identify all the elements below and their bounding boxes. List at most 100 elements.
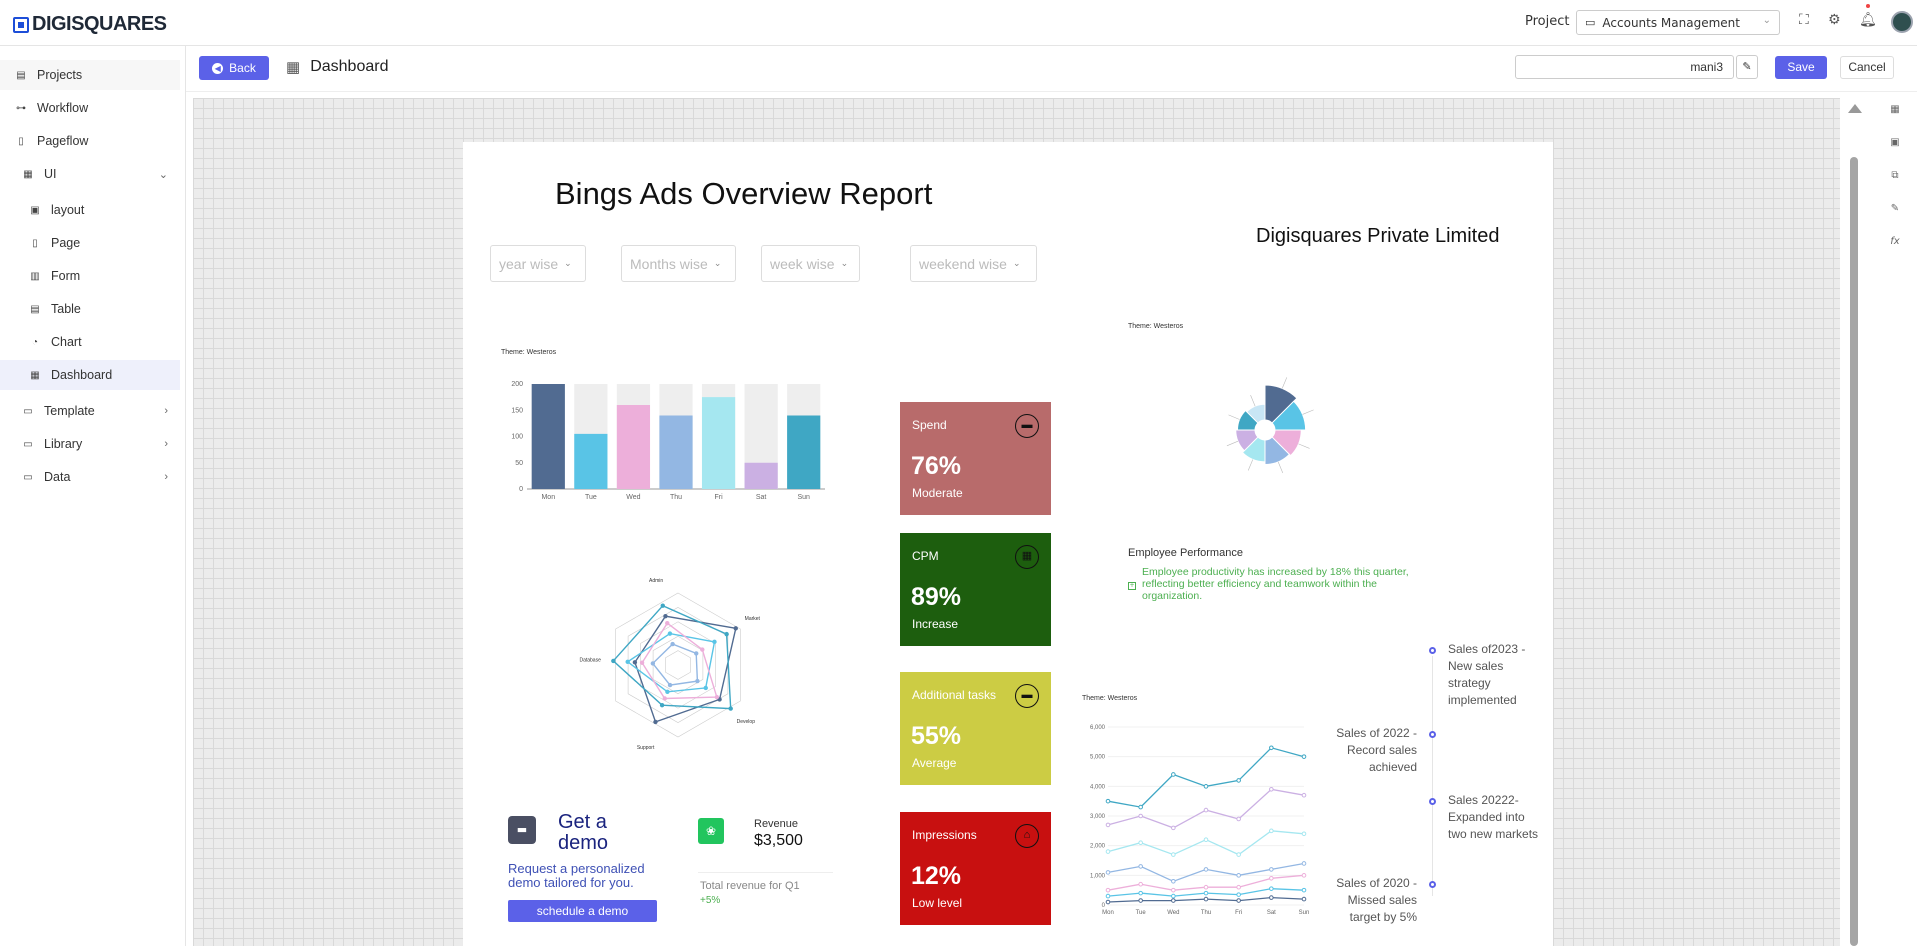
timeline-dot: [1429, 731, 1436, 738]
sidebar-item-page[interactable]: ▯ Page: [0, 228, 180, 258]
y-tick-label: 4,000: [1090, 784, 1106, 790]
avatar[interactable]: [1891, 11, 1913, 33]
timeline-item: Sales of2023 - New sales strategy implem…: [1448, 642, 1526, 707]
sidebar-item-pageflow[interactable]: ▯ Pageflow: [0, 126, 180, 156]
revenue-label: Revenue: [754, 818, 799, 830]
bar: [574, 433, 608, 489]
timeline-dot: [1429, 881, 1436, 888]
x-tick-label: Sat: [1267, 910, 1276, 916]
line-point: [1171, 852, 1176, 857]
sidebar-item-dashboard[interactable]: ▦ Dashboard: [0, 360, 180, 390]
line-point: [1171, 878, 1176, 884]
sidebar-item-projects[interactable]: ▤ Projects: [0, 60, 180, 90]
months-filter[interactable]: Months wise ⌄: [621, 245, 736, 282]
line-point: [1171, 893, 1176, 899]
revenue-value: $3,500: [754, 832, 803, 849]
sidebar-item-chart[interactable]: ◔ Chart: [0, 327, 180, 357]
radar-series: [641, 622, 718, 700]
pie-label-line: [1250, 395, 1256, 407]
divider: [698, 872, 833, 873]
schedule-demo-button[interactable]: schedule a demo: [508, 900, 657, 922]
gear-icon[interactable]: ⚙: [1828, 12, 1841, 28]
line-point: [1138, 898, 1143, 903]
radar-point: [653, 719, 658, 725]
radar-grid: [665, 650, 691, 680]
save-button[interactable]: Save: [1775, 56, 1827, 79]
kpi-title: Impressions: [912, 828, 977, 842]
radar-point: [611, 658, 616, 664]
project-select[interactable]: ▭ Accounts Management ⌄: [1576, 10, 1780, 35]
back-button[interactable]: ◀ Back: [199, 56, 269, 80]
components-tool-icon[interactable]: ▦: [1890, 104, 1900, 115]
sidebar-item-form[interactable]: ▥ Form: [0, 261, 180, 291]
kpi-value: 76%: [911, 452, 962, 480]
dashboard-name-input[interactable]: mani3: [1515, 55, 1734, 79]
x-tick-label: Tue: [585, 494, 597, 501]
line-point: [1236, 898, 1241, 903]
sidebar-item-layout[interactable]: ▣ layout: [0, 195, 180, 225]
x-tick-label: Sat: [756, 494, 767, 501]
back-button-label: Back: [229, 61, 256, 75]
dashboard-icon: ▦: [286, 59, 301, 76]
radar-point: [632, 660, 638, 665]
copy-tool-icon[interactable]: ⧉: [1891, 170, 1899, 181]
bell-icon[interactable]: 🔔︎: [1859, 12, 1877, 28]
vertical-scrollbar[interactable]: [1848, 102, 1862, 946]
gift-icon: ❀: [698, 818, 724, 844]
radar-point: [659, 702, 665, 708]
page-icon: ▯: [32, 237, 38, 249]
kpi-status: Moderate: [912, 486, 963, 500]
scroll-thumb[interactable]: [1850, 157, 1858, 946]
kpi-title: CPM: [912, 549, 939, 563]
revenue-card: ❀ Revenue $3,500 Total revenue for Q1 +5…: [698, 804, 838, 924]
layout-tool-icon[interactable]: ▣: [1890, 137, 1900, 148]
y-tick-label: 6,000: [1090, 725, 1106, 731]
sidebar-item-label: Chart: [51, 335, 82, 349]
bar: [616, 405, 651, 489]
sidebar-item-label: Pageflow: [37, 134, 89, 148]
line-point: [1138, 840, 1143, 845]
line-point: [1138, 890, 1143, 896]
week-filter[interactable]: week wise ⌄: [761, 245, 860, 282]
chart-theme-label: Theme: Westeros: [1128, 323, 1184, 330]
cancel-button[interactable]: Cancel: [1840, 56, 1894, 79]
x-tick-label: Thu: [670, 494, 682, 501]
app-logo[interactable]: DIGISQUARES: [13, 13, 167, 36]
x-tick-label: Wed: [626, 494, 640, 501]
sidebar-item-label: Template: [44, 404, 95, 418]
x-tick-label: Fri: [714, 494, 723, 501]
sidebar-item-table[interactable]: ▤ Table: [0, 294, 180, 324]
pie-label-line: [1281, 377, 1288, 389]
pie-slice: [1271, 400, 1307, 431]
chevron-right-icon: ›: [164, 438, 168, 450]
pie-label-line: [1277, 461, 1284, 474]
sidebar: ▤ Projects ⊶ Workflow ▯ Pageflow ▦ UI ⌄ ▣ layo…: [0, 46, 186, 946]
function-tool-icon[interactable]: fx: [1890, 236, 1900, 247]
sidebar-item-workflow[interactable]: ⊶ Workflow: [0, 93, 180, 123]
sidebar-item-label: Form: [51, 269, 81, 283]
template-icon: ▭: [23, 405, 33, 417]
radar-point: [660, 603, 665, 608]
monitor-icon: ▭: [1585, 16, 1596, 29]
weekend-filter[interactable]: weekend wise ⌄: [910, 245, 1037, 282]
radar-point: [703, 685, 708, 691]
report-title: Bings Ads Overview Report: [555, 176, 933, 211]
sidebar-item-template[interactable]: ▭ Template ›: [0, 396, 180, 426]
radar-grid: [627, 607, 729, 723]
dashboard-name-value: mani3: [1690, 60, 1723, 74]
style-tool-icon[interactable]: ✎: [1890, 203, 1900, 214]
line-point: [1301, 754, 1307, 759]
edit-name-button[interactable]: ✎: [1736, 55, 1758, 79]
fullscreen-icon[interactable]: ⛶: [1799, 12, 1809, 28]
workflow-icon: ⊶: [16, 102, 26, 114]
sidebar-item-library[interactable]: ▭ Library ›: [0, 429, 180, 459]
year-filter[interactable]: year wise ⌄: [490, 245, 586, 282]
radar-indicator-label: Develop: [737, 719, 756, 725]
scroll-up-arrow[interactable]: [1848, 104, 1862, 113]
arrow-left-icon: ◀: [212, 62, 224, 74]
sidebar-item-data[interactable]: ▭ Data ›: [0, 462, 180, 492]
pie-label-line: [1247, 459, 1254, 471]
wallet-icon: ▬: [1015, 414, 1039, 438]
radar-series: [651, 643, 699, 686]
sidebar-item-ui[interactable]: ▦ UI ⌄: [0, 159, 180, 189]
